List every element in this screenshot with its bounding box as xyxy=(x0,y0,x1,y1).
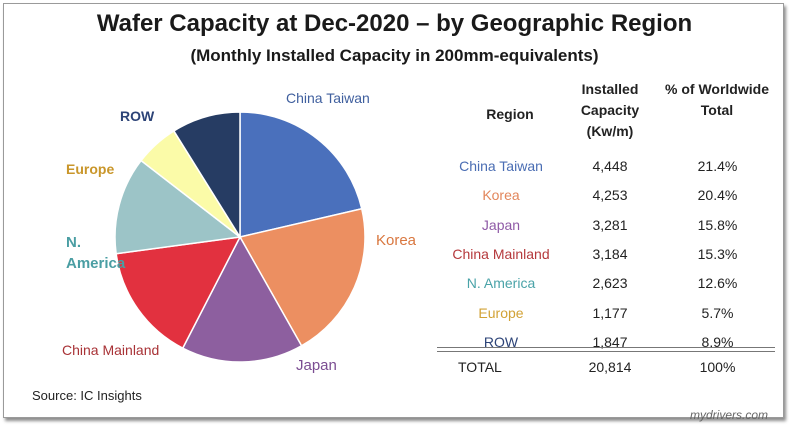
region-cell: China Taiwan xyxy=(459,158,543,174)
pct-cell: 20.4% xyxy=(697,187,738,204)
table-row: Europe 1,177 5.7% xyxy=(430,299,770,327)
pie-label-china-taiwan: China Taiwan xyxy=(286,90,370,106)
source-note: Source: IC Insights xyxy=(32,388,142,403)
table-row: N. America 2,623 12.6% xyxy=(430,269,770,297)
pie-slice-china-mainland xyxy=(115,236,242,350)
pct-cell: 15.3% xyxy=(697,245,738,262)
pct-cell: 12.6% xyxy=(697,275,738,292)
table-row: China Mainland 3,184 15.3% xyxy=(430,240,770,268)
pie-slice-n-america xyxy=(114,159,242,255)
pie-label-n-america: N. America xyxy=(66,234,126,272)
pct-cell: 5.7% xyxy=(701,304,734,321)
table-row: China Taiwan 4,448 21.4% xyxy=(430,152,770,180)
pie-label-japan: Japan xyxy=(296,357,337,374)
pct-cell: 8.9% xyxy=(701,333,734,350)
capacity-cell: 3,184 xyxy=(592,245,628,262)
header-pct: % of Worldwide Total xyxy=(665,81,769,118)
table-row: Japan 3,281 15.8% xyxy=(430,211,770,239)
table-row-total: TOTAL 20,814 100% xyxy=(430,353,770,381)
pie-slice-row xyxy=(172,111,241,240)
total-separator xyxy=(437,347,775,352)
total-capacity: 20,814 xyxy=(588,359,632,375)
pie-label-row: ROW xyxy=(120,108,155,124)
table-row: Korea 4,253 20.4% xyxy=(430,181,770,209)
pie-slice-china-taiwan xyxy=(239,111,363,238)
header-region: Region xyxy=(486,106,534,122)
region-cell: Europe xyxy=(478,304,524,321)
pie-slice-japan xyxy=(181,235,303,363)
capacity-cell: 2,623 xyxy=(592,275,628,292)
pie-label-china-mainland: China Mainland xyxy=(62,342,160,358)
pie-slice-korea xyxy=(238,207,366,347)
total-pct: 100% xyxy=(699,359,736,375)
total-label: TOTAL xyxy=(458,359,502,375)
pct-cell: 21.4% xyxy=(697,158,738,174)
region-cell: Korea xyxy=(482,187,520,204)
region-cell: N. America xyxy=(466,275,536,292)
region-cell: Japan xyxy=(481,216,521,233)
capacity-cell: 1,847 xyxy=(592,333,628,350)
capacity-cell: 1,177 xyxy=(592,304,628,321)
pie-label-korea: Korea xyxy=(376,232,417,249)
chart-subtitle: (Monthly Installed Capacity in 200mm-equ… xyxy=(190,46,599,65)
capacity-cell: 4,448 xyxy=(592,158,628,174)
region-cell: ROW xyxy=(483,333,519,350)
pie-label-europe: Europe xyxy=(66,161,115,177)
watermark: mydrivers.com xyxy=(690,408,769,422)
table-row: ROW 1,847 8.9% xyxy=(430,328,770,356)
capacity-cell: 4,253 xyxy=(592,187,628,204)
header-capacity: Installed Capacity (Kw/m) xyxy=(580,81,640,139)
pct-cell: 15.8% xyxy=(697,216,738,233)
chart-title: Wafer Capacity at Dec-2020 – by Geograph… xyxy=(96,10,693,37)
region-cell: China Mainland xyxy=(452,245,550,262)
pie-label-n-america-1: N. America xyxy=(66,232,125,274)
capacity-cell: 3,281 xyxy=(592,216,628,233)
